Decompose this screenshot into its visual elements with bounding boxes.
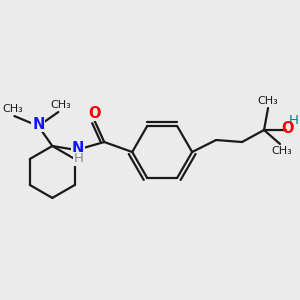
Text: CH₃: CH₃: [272, 146, 292, 156]
Text: CH₃: CH₃: [50, 100, 71, 110]
Text: CH₃: CH₃: [2, 104, 23, 114]
Text: H: H: [289, 113, 299, 127]
Text: O: O: [281, 121, 293, 136]
Text: N: N: [72, 140, 85, 155]
Text: O: O: [88, 106, 100, 121]
Text: N: N: [32, 116, 44, 131]
Text: CH₃: CH₃: [258, 96, 278, 106]
Text: H: H: [73, 152, 83, 166]
